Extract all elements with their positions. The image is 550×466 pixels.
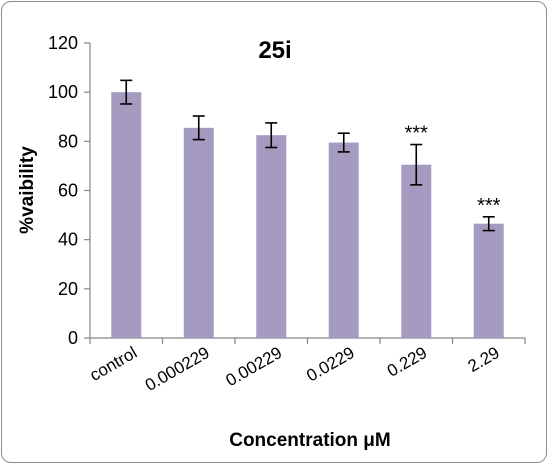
- y-tick-label: 80: [58, 131, 78, 151]
- y-tick-label: 60: [58, 181, 78, 201]
- y-tick-label: 20: [58, 279, 78, 299]
- plot-area: 0 20 40 60 80 100 120 control 0.000229 0.00229 0.0…: [48, 33, 526, 395]
- bar: [183, 127, 214, 338]
- y-tick-label: 40: [58, 230, 78, 250]
- y-tick-label: 0: [68, 328, 78, 348]
- x-tick-label: control: [87, 343, 141, 385]
- bar: [256, 135, 287, 338]
- y-axis-title: %vaibility: [17, 146, 38, 234]
- bar: [473, 223, 504, 338]
- x-tick-label: 0.00229: [223, 343, 286, 390]
- bar: [401, 164, 432, 338]
- significance-label: ***: [405, 123, 429, 145]
- significance-label: ***: [477, 195, 501, 217]
- x-tick-label: 0.0229: [303, 343, 358, 385]
- bar: [111, 92, 142, 339]
- chart-title: 25i: [258, 37, 291, 64]
- x-tick-label: 0.000229: [142, 343, 213, 395]
- x-tick-label: 2.29: [465, 343, 503, 376]
- y-tick-label: 120: [48, 33, 78, 53]
- x-axis-title: Concentration μM: [229, 430, 391, 451]
- x-tick-label: 0.229: [384, 343, 430, 381]
- bar: [328, 142, 359, 338]
- y-tick-label: 100: [48, 82, 78, 102]
